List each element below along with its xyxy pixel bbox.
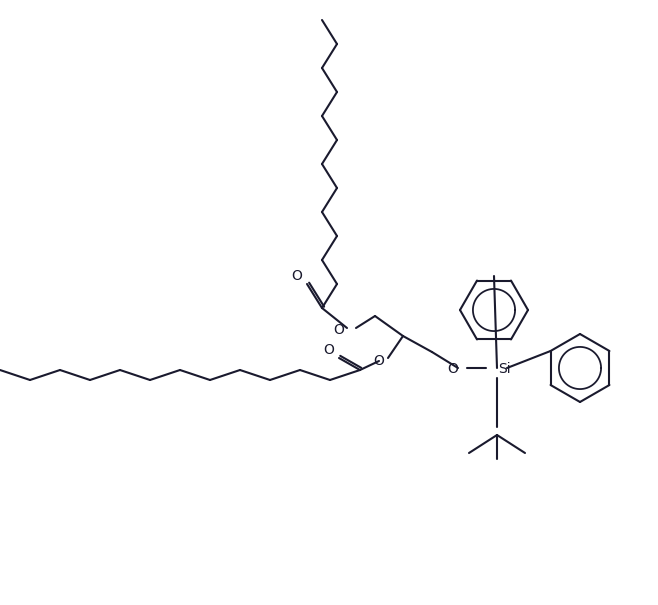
Text: Si: Si bbox=[497, 362, 511, 376]
Text: O: O bbox=[334, 323, 344, 337]
Text: O: O bbox=[447, 362, 459, 376]
Text: O: O bbox=[291, 269, 303, 283]
Text: O: O bbox=[374, 354, 384, 368]
Text: O: O bbox=[324, 343, 334, 357]
